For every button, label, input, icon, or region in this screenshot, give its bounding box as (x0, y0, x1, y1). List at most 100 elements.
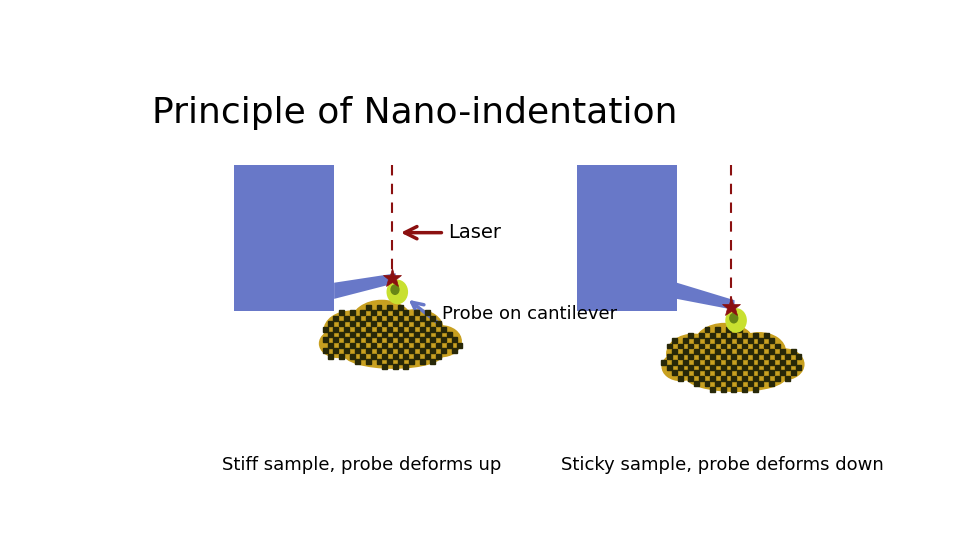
Bar (764, 333, 769, 338)
Bar (726, 338, 731, 343)
Bar (339, 332, 344, 337)
Bar (709, 376, 715, 381)
Bar (688, 333, 693, 338)
Bar (705, 360, 709, 365)
Bar (709, 387, 715, 392)
Bar (457, 343, 463, 348)
Bar (355, 316, 360, 321)
Bar (678, 343, 683, 348)
Bar (339, 321, 344, 326)
Bar (398, 359, 403, 364)
Bar (683, 360, 688, 365)
Bar (409, 327, 414, 332)
Polygon shape (334, 273, 396, 299)
Bar (672, 370, 677, 375)
Bar (414, 354, 420, 359)
Bar (753, 333, 758, 338)
Bar (403, 332, 408, 337)
Bar (344, 316, 349, 321)
Bar (328, 332, 333, 337)
Bar (339, 310, 344, 315)
Bar (425, 343, 430, 348)
Bar (339, 354, 344, 359)
Bar (376, 338, 381, 342)
Bar (442, 327, 446, 332)
Bar (372, 310, 376, 315)
Bar (785, 376, 790, 381)
Ellipse shape (320, 330, 356, 357)
Bar (436, 354, 441, 359)
Bar (393, 354, 397, 359)
Bar (452, 338, 457, 342)
Bar (758, 338, 763, 343)
Bar (705, 327, 709, 332)
Bar (742, 387, 747, 392)
Text: Probe on cantilever: Probe on cantilever (442, 305, 617, 323)
Bar (753, 343, 758, 348)
Bar (382, 354, 387, 359)
Bar (393, 321, 397, 326)
Bar (382, 364, 387, 369)
Bar (737, 370, 742, 375)
Bar (726, 327, 731, 332)
Bar (672, 349, 677, 354)
Bar (403, 343, 408, 348)
Bar (758, 349, 763, 354)
Bar (694, 338, 699, 343)
Ellipse shape (324, 311, 378, 350)
Bar (742, 376, 747, 381)
Bar (726, 349, 731, 354)
Bar (333, 348, 338, 353)
Bar (349, 332, 354, 337)
Bar (709, 365, 715, 370)
Bar (699, 354, 704, 359)
Bar (328, 354, 333, 359)
Ellipse shape (391, 309, 443, 347)
Bar (430, 348, 435, 353)
Bar (328, 343, 333, 348)
Bar (398, 338, 403, 342)
Bar (667, 365, 672, 370)
Bar (678, 376, 683, 381)
Bar (775, 365, 780, 370)
Bar (430, 359, 435, 364)
Bar (742, 343, 747, 348)
Bar (769, 370, 774, 375)
Bar (748, 349, 753, 354)
Bar (425, 310, 430, 315)
Ellipse shape (387, 280, 408, 304)
Bar (796, 354, 801, 359)
Bar (785, 354, 790, 359)
Bar (715, 370, 720, 375)
Bar (769, 349, 774, 354)
Bar (344, 348, 349, 353)
Bar (780, 360, 785, 365)
Text: Principle of Nano-indentation: Principle of Nano-indentation (152, 96, 677, 130)
Bar (425, 354, 430, 359)
Bar (355, 359, 360, 364)
Bar (420, 359, 424, 364)
Bar (694, 349, 699, 354)
Ellipse shape (351, 300, 413, 345)
Bar (753, 387, 758, 392)
Bar (376, 316, 381, 321)
Bar (709, 343, 715, 348)
Bar (672, 338, 677, 343)
Bar (382, 343, 387, 348)
Ellipse shape (694, 323, 756, 368)
Bar (732, 354, 736, 359)
Bar (721, 387, 726, 392)
Bar (737, 349, 742, 354)
Bar (726, 381, 731, 386)
Bar (420, 327, 424, 332)
Bar (452, 348, 457, 353)
Bar (715, 360, 720, 365)
Bar (372, 321, 376, 326)
Text: Stiff sample, probe deforms up: Stiff sample, probe deforms up (223, 456, 502, 474)
Bar (791, 349, 796, 354)
Bar (360, 354, 366, 359)
Bar (446, 332, 451, 337)
Bar (694, 381, 699, 386)
Bar (339, 343, 344, 348)
Bar (742, 365, 747, 370)
